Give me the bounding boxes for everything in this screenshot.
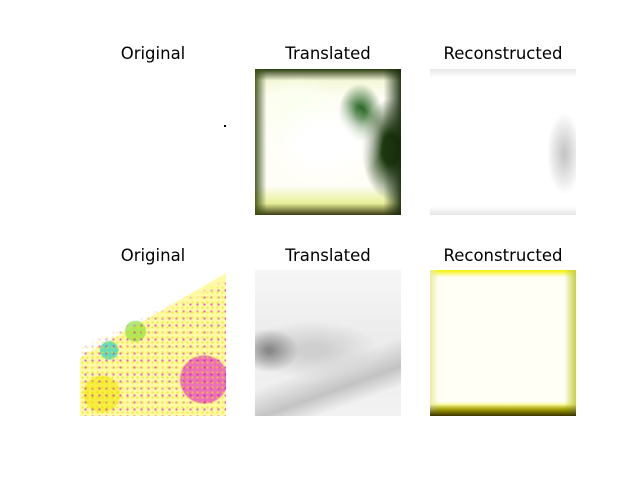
row2-original-image — [80, 270, 226, 416]
row1-original-speck — [224, 125, 226, 127]
row1-original-title: Original — [120, 44, 186, 63]
row1-reconstructed-image — [430, 69, 576, 215]
row1-translated-title: Translated — [285, 44, 371, 63]
row1-reconstructed-title: Reconstructed — [443, 44, 563, 63]
row2-reconstructed-image — [430, 270, 576, 416]
row2-translated-title: Translated — [285, 246, 371, 265]
row2-original-title: Original — [120, 246, 186, 265]
row1-translated-image — [255, 69, 401, 215]
row2-translated-image — [255, 270, 401, 416]
row1-original-image — [80, 69, 226, 215]
row2-reconstructed-title: Reconstructed — [443, 246, 563, 265]
